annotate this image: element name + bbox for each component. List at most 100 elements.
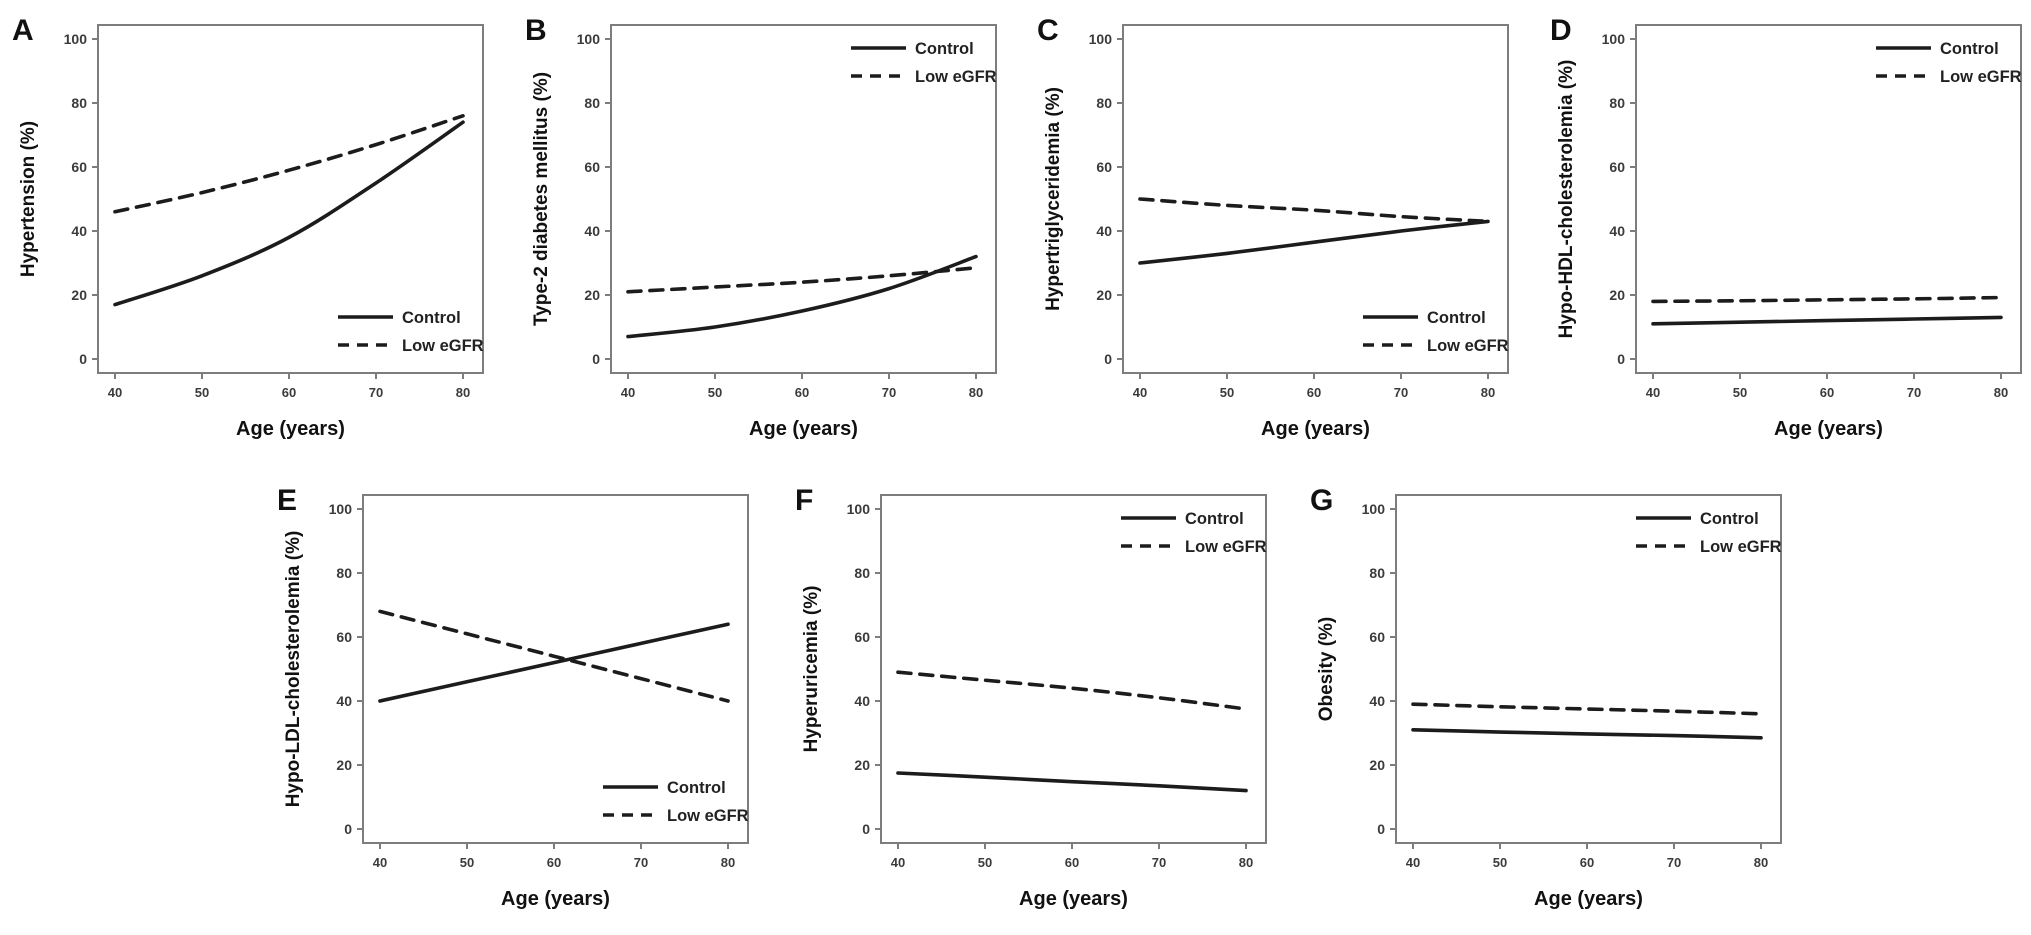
series-line-control — [626, 254, 978, 339]
y-tick-label: 0 — [862, 821, 870, 837]
x-tick-label: 80 — [1239, 855, 1253, 870]
series-line-low-egfr — [1411, 702, 1763, 716]
x-axis-label: Age (years) — [1774, 418, 1883, 440]
y-tick-label: 0 — [344, 821, 352, 837]
x-tick-label: 40 — [621, 385, 635, 400]
y-axis-label: Hypertriglyceridemia (%) — [1043, 87, 1064, 311]
x-tick-label: 50 — [460, 855, 474, 870]
legend-label: Control — [667, 779, 726, 797]
y-tick-label: 0 — [1104, 351, 1112, 367]
y-tick-label: 60 — [854, 629, 870, 645]
legend-label: Control — [402, 309, 461, 327]
y-tick-label: 40 — [1096, 223, 1112, 239]
y-tick-label: 100 — [847, 501, 871, 517]
y-tick-label: 20 — [336, 757, 352, 773]
x-tick-label: 50 — [708, 385, 722, 400]
y-tick-label: 60 — [584, 159, 600, 175]
series-line-control — [896, 771, 1248, 793]
x-tick-label: 60 — [282, 385, 296, 400]
x-tick-label: 70 — [369, 385, 383, 400]
x-tick-label: 80 — [1481, 385, 1495, 400]
x-tick-label: 80 — [969, 385, 983, 400]
x-tick-label: 60 — [1307, 385, 1321, 400]
y-tick-label: 20 — [854, 757, 870, 773]
x-tick-label: 60 — [1065, 855, 1079, 870]
x-tick-label: 60 — [547, 855, 561, 870]
series-line-low-egfr — [626, 266, 978, 294]
x-tick-label: 70 — [634, 855, 648, 870]
y-axis-label: Type-2 diabetes mellitus (%) — [531, 72, 552, 326]
y-axis-label: Hypo-LDL-cholesterolemia (%) — [283, 531, 304, 808]
x-tick-label: 80 — [1994, 385, 2008, 400]
panel-letter: A — [12, 14, 34, 47]
legend-label: Low eGFR — [1185, 538, 1267, 556]
x-tick-label: 50 — [1220, 385, 1234, 400]
x-tick-label: 40 — [1133, 385, 1147, 400]
x-tick-label: 50 — [1493, 855, 1507, 870]
plot-frame — [1395, 494, 1782, 844]
y-tick-label: 40 — [1369, 693, 1385, 709]
y-tick-label: 60 — [1609, 159, 1625, 175]
y-axis-label: Hyperuricemia (%) — [801, 586, 822, 753]
x-tick-label: 40 — [891, 855, 905, 870]
plot-frame — [1635, 24, 2022, 374]
y-tick-label: 0 — [1377, 821, 1385, 837]
y-tick-label: 60 — [1369, 629, 1385, 645]
y-tick-label: 80 — [1096, 95, 1112, 111]
legend-label: Low eGFR — [667, 807, 749, 825]
x-tick-label: 70 — [1667, 855, 1681, 870]
x-tick-label: 50 — [978, 855, 992, 870]
series-line-control — [113, 120, 465, 307]
panel-letter: E — [277, 484, 297, 517]
y-tick-label: 40 — [584, 223, 600, 239]
x-tick-label: 40 — [373, 855, 387, 870]
y-tick-label: 100 — [329, 501, 353, 517]
x-tick-label: 50 — [1733, 385, 1747, 400]
y-tick-label: 80 — [854, 565, 870, 581]
panel-letter: B — [525, 14, 547, 47]
y-tick-label: 60 — [336, 629, 352, 645]
y-tick-label: 0 — [1617, 351, 1625, 367]
y-tick-label: 20 — [584, 287, 600, 303]
panel-e-hypo-ldl-cholesterolemia: E 0 20 40 60 80 100 40 50 60 70 80 Hypo-LDL-choleste… — [265, 470, 777, 935]
y-tick-label: 20 — [1096, 287, 1112, 303]
x-tick-label: 70 — [1152, 855, 1166, 870]
plot-frame — [880, 494, 1267, 844]
y-tick-label: 80 — [584, 95, 600, 111]
series-line-control — [1138, 219, 1490, 265]
y-tick-label: 80 — [1369, 565, 1385, 581]
x-tick-label: 60 — [1820, 385, 1834, 400]
y-tick-label: 40 — [854, 693, 870, 709]
x-tick-label: 60 — [795, 385, 809, 400]
y-tick-label: 100 — [577, 31, 601, 47]
series-line-control — [378, 622, 730, 703]
legend-label: Low eGFR — [402, 337, 484, 355]
x-axis-label: Age (years) — [1019, 888, 1128, 910]
plot-frame — [1122, 24, 1509, 374]
x-axis-label: Age (years) — [1534, 888, 1643, 910]
x-axis-label: Age (years) — [749, 418, 858, 440]
y-tick-label: 80 — [336, 565, 352, 581]
y-axis-label: Hypertension (%) — [18, 121, 39, 277]
panel-a-hypertension: A 0 20 40 60 80 100 40 50 60 70 80 Hypertension (%) A… — [0, 0, 512, 465]
y-tick-label: 80 — [71, 95, 87, 111]
series-line-low-egfr — [1138, 197, 1490, 224]
plot-frame — [610, 24, 997, 374]
panel-c-hypertriglyceridemia: C 0 20 40 60 80 100 40 50 60 70 80 Hypertriglyceride… — [1025, 0, 1537, 465]
y-tick-label: 40 — [336, 693, 352, 709]
y-tick-label: 100 — [1089, 31, 1113, 47]
x-tick-label: 80 — [721, 855, 735, 870]
y-tick-label: 20 — [1609, 287, 1625, 303]
panel-b-type2-diabetes: B 0 20 40 60 80 100 40 50 60 70 80 Type-2 diabetes m… — [513, 0, 1025, 465]
y-axis-label: Obesity (%) — [1316, 617, 1337, 722]
panel-d-hypo-hdl-cholesterolemia: D 0 20 40 60 80 100 40 50 60 70 80 Hypo-HDL-choleste… — [1538, 0, 2031, 465]
panel-letter: G — [1310, 484, 1333, 517]
y-axis-label: Hypo-HDL-cholesterolemia (%) — [1556, 60, 1577, 339]
y-tick-label: 60 — [71, 159, 87, 175]
y-tick-label: 20 — [71, 287, 87, 303]
legend-label: Low eGFR — [1700, 538, 1782, 556]
x-tick-label: 70 — [1394, 385, 1408, 400]
series-line-low-egfr — [378, 609, 730, 703]
panel-letter: F — [795, 484, 813, 517]
y-tick-label: 80 — [1609, 95, 1625, 111]
